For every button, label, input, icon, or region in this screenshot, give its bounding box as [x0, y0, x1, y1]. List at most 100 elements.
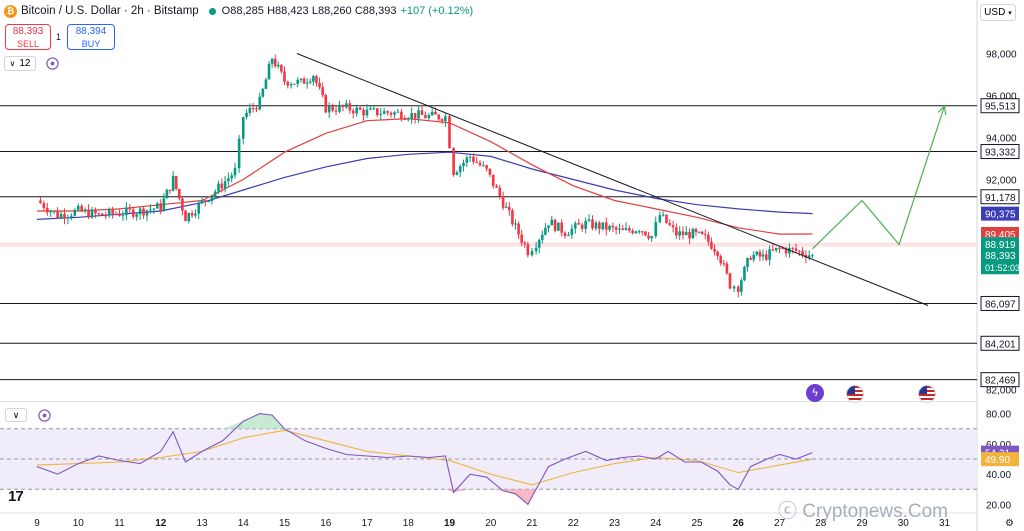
symbol-header: ₿ Bitcoin / U.S. Dollar · 2h · Bitstamp …	[4, 3, 473, 19]
candle-body	[382, 111, 386, 114]
candle-body	[654, 222, 658, 237]
candle-body	[530, 251, 534, 256]
tradingview-logo[interactable]: 17	[8, 488, 24, 505]
us-flag-icon[interactable]	[918, 385, 936, 403]
candle-body	[743, 266, 746, 281]
candle-body	[570, 228, 574, 235]
candle-body	[315, 76, 318, 83]
candle-body	[417, 110, 420, 119]
candle-body	[498, 187, 502, 197]
candle-body	[784, 248, 788, 254]
candle-body	[118, 213, 121, 216]
event-lightning-icon[interactable]: ϟ	[806, 384, 824, 402]
candle-body	[165, 189, 169, 199]
trendline	[296, 53, 929, 306]
time-tick-label: 30	[898, 518, 910, 529]
candle-body	[220, 183, 224, 189]
price-tag-label: 89,405	[985, 230, 1016, 241]
candle-body	[794, 248, 798, 251]
refresh-icon[interactable]	[46, 57, 59, 70]
candle-body	[277, 64, 280, 67]
candle-body	[517, 223, 520, 235]
buy-button[interactable]: 88,394 BUY	[67, 24, 115, 50]
candle-body	[204, 200, 207, 202]
price-tag	[981, 248, 1019, 275]
candle-body	[248, 107, 252, 113]
time-tick-label: 26	[733, 518, 745, 529]
candle-body	[289, 84, 293, 86]
candle-body	[584, 220, 587, 229]
candle-body	[207, 201, 210, 203]
candle-body	[504, 206, 508, 208]
candle-body	[97, 213, 101, 215]
rsi-oversold-fill	[445, 489, 454, 493]
currency-select[interactable]: USD ▾	[980, 4, 1016, 21]
candle-body	[725, 263, 729, 274]
candle-body	[553, 219, 557, 231]
candle-body	[324, 95, 328, 113]
candle-body	[406, 118, 410, 120]
high-value: H88,423	[267, 5, 309, 17]
countdown-label: 01:52:03	[985, 263, 1020, 273]
candle-body	[537, 239, 541, 248]
price-tag-label: 88,919	[985, 240, 1016, 251]
rsi-tick-label: 80.00	[986, 410, 1011, 421]
candle-body	[293, 83, 296, 85]
spread-value: 1	[56, 32, 62, 42]
candle-body	[624, 228, 628, 231]
sell-button[interactable]: 88,393 SELL	[5, 24, 51, 50]
candle-body	[194, 213, 197, 216]
candle-body	[761, 254, 765, 257]
candle-body	[671, 225, 675, 228]
level-tag-label: 82,469	[985, 376, 1016, 387]
candle-body	[482, 165, 485, 167]
candle-body	[227, 178, 230, 182]
candle-body	[312, 76, 315, 82]
candle-body	[107, 209, 111, 216]
candle-body	[149, 209, 152, 211]
candle-body	[541, 234, 544, 240]
time-tick-label: 14	[238, 518, 250, 529]
candle-body	[628, 228, 631, 231]
change-value: +107 (+0.12%)	[400, 5, 474, 17]
candle-body	[641, 231, 644, 233]
candle-body	[305, 82, 309, 84]
candle-body	[125, 207, 128, 216]
candle-body	[210, 195, 214, 202]
candle-body	[174, 176, 178, 190]
level-tag-label: 95,513	[985, 102, 1016, 113]
ma-fast-line	[37, 117, 813, 235]
close-value: C88,393	[354, 5, 397, 17]
candle-body	[138, 208, 142, 215]
candle-body	[400, 111, 403, 119]
candle-body	[644, 231, 647, 236]
rsi-value-tag-label: 49.90	[985, 455, 1010, 466]
buy-price: 88,394	[75, 26, 107, 37]
settings-icon[interactable]: ⚙	[1005, 518, 1014, 529]
indicator-count-toggle[interactable]: ∨ 12	[4, 56, 36, 71]
candle-body	[703, 234, 707, 236]
rsi-collapse-toggle[interactable]: ∨	[5, 408, 27, 422]
time-tick-label: 21	[526, 518, 538, 529]
candle-body	[264, 79, 268, 89]
watermark: ⓒ Cryptonews.Com	[778, 501, 948, 522]
candle-body	[557, 222, 560, 231]
candle-body	[637, 231, 641, 233]
candle-body	[420, 110, 424, 116]
candle-body	[379, 113, 383, 115]
rsi-refresh-icon[interactable]	[38, 409, 51, 422]
candle-body	[73, 209, 77, 216]
candle-body	[758, 251, 762, 257]
candle-body	[765, 254, 768, 260]
candle-body	[393, 112, 396, 115]
time-tick-label: 29	[856, 518, 868, 529]
candle-body	[114, 213, 118, 215]
us-flag-icon[interactable]	[846, 385, 864, 403]
candle-body	[468, 156, 472, 158]
symbol-title[interactable]: Bitcoin / U.S. Dollar · 2h · Bitstamp	[21, 5, 199, 17]
candle-body	[372, 108, 376, 110]
time-tick-label: 31	[939, 518, 951, 529]
rsi-ma-line	[36, 429, 813, 486]
candle-body	[634, 231, 638, 234]
